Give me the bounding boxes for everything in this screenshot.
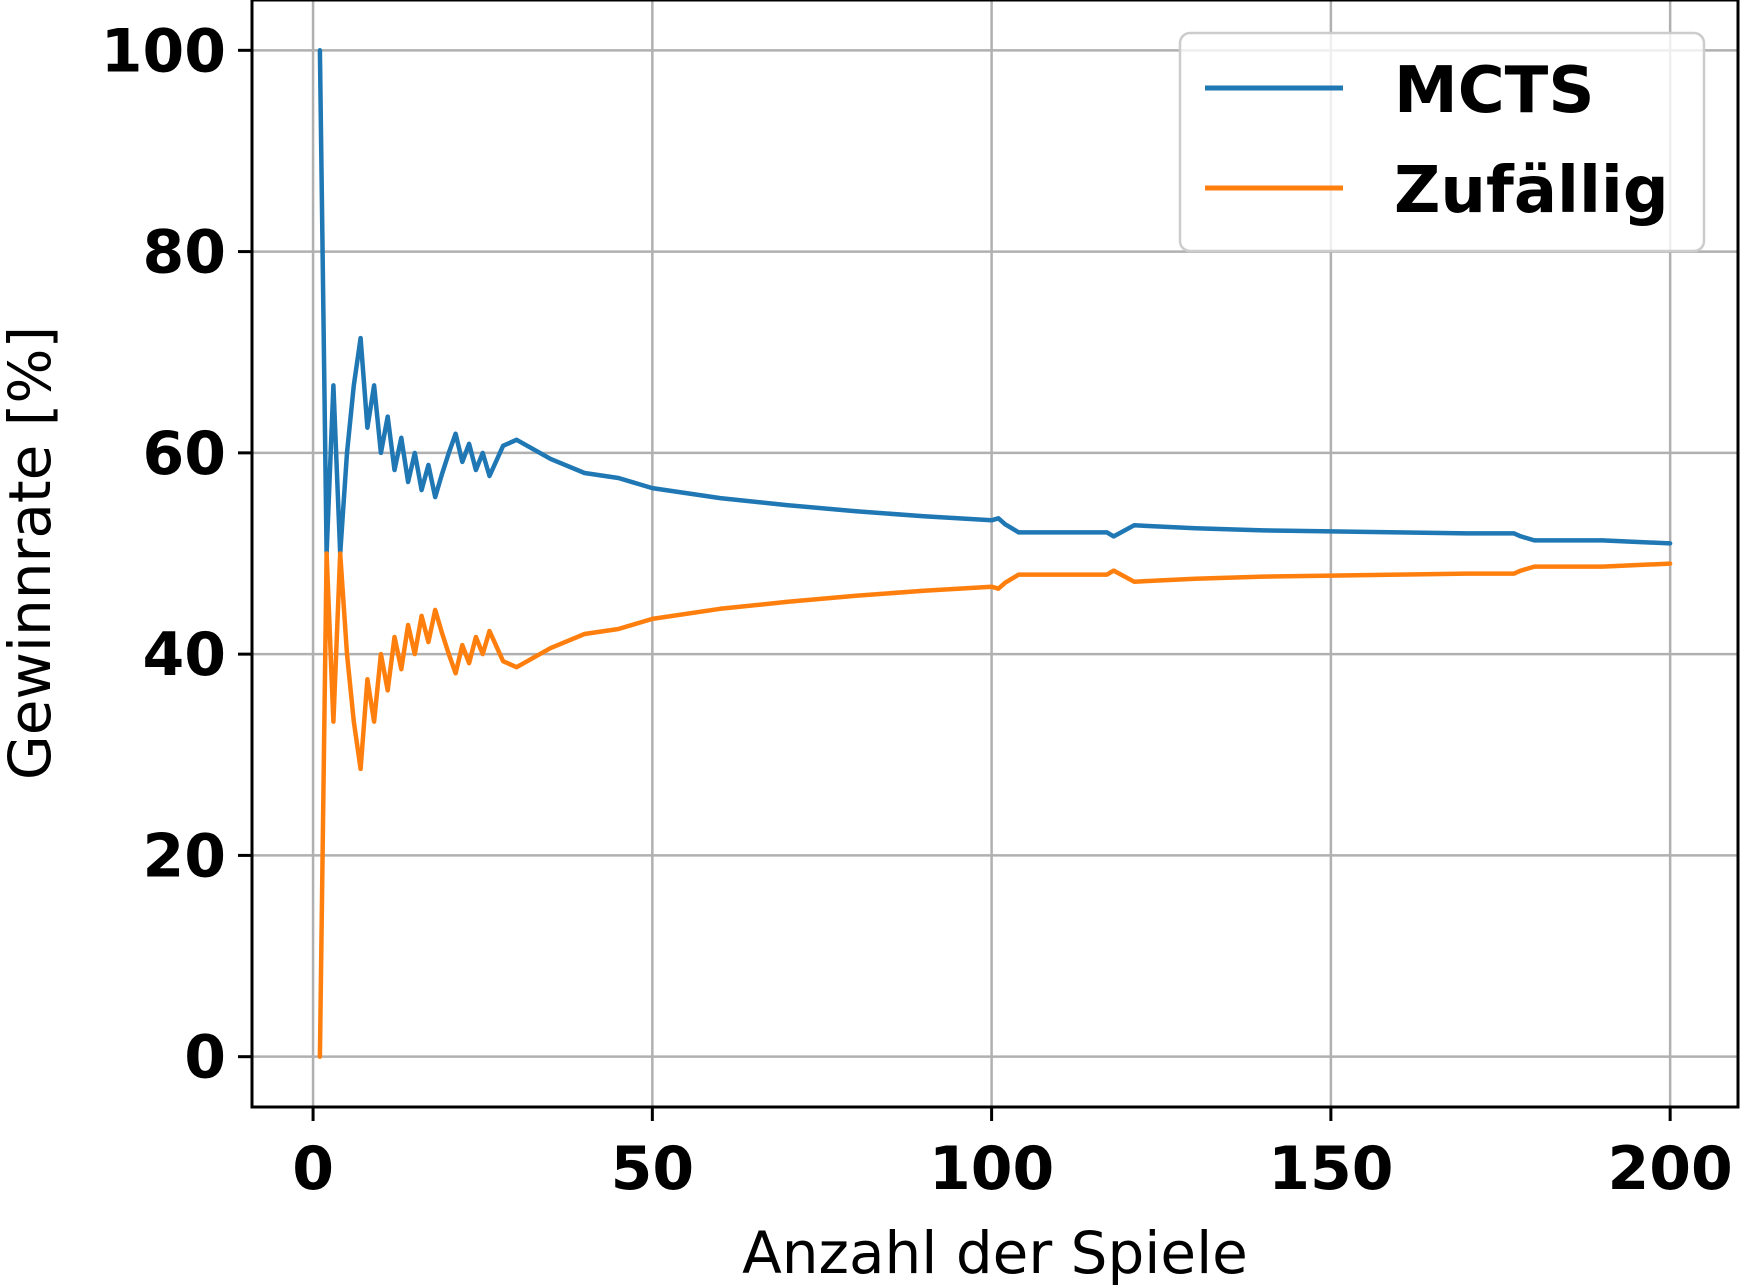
x-tick-label: 50 <box>611 1134 695 1204</box>
y-tick-label: 40 <box>143 620 227 690</box>
legend-label-mcts: MCTS <box>1394 54 1594 128</box>
x-axis-label: Anzahl der Spiele <box>742 1219 1248 1286</box>
y-tick-label: 60 <box>143 419 227 489</box>
series-line-mcts <box>317 48 1673 556</box>
x-tick-label: 0 <box>292 1134 334 1204</box>
y-tick-label: 80 <box>143 218 227 288</box>
y-tick-label: 100 <box>101 16 226 86</box>
x-tick-label: 200 <box>1608 1134 1733 1204</box>
y-axis-label: Gewinnrate [%] <box>0 326 64 780</box>
y-tick-label: 0 <box>184 1023 226 1093</box>
axis-ticks: 0 50 100 150 200 0 20 40 60 80 100 <box>101 16 1733 1204</box>
x-tick-label: 150 <box>1268 1134 1393 1204</box>
legend: MCTS Zufällig <box>1178 31 1706 253</box>
y-tick-label: 20 <box>143 821 227 891</box>
plot-frame <box>250 0 1740 1109</box>
x-tick-label: 100 <box>929 1134 1054 1204</box>
series-lines <box>317 48 1673 1059</box>
series-line-zufaellig <box>317 551 1673 1059</box>
legend-label-zufaellig: Zufällig <box>1394 154 1669 228</box>
